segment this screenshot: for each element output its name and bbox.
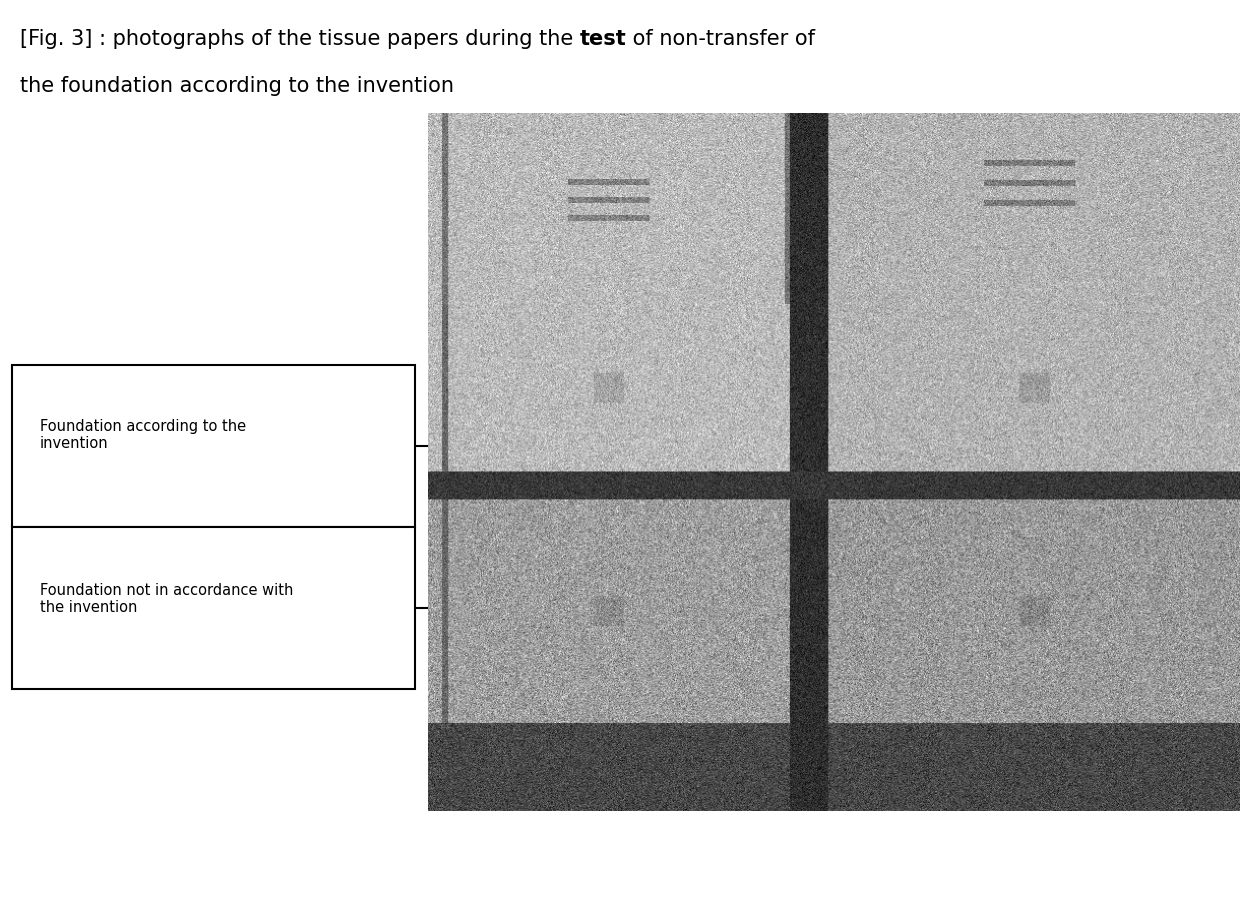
Text: test: test	[580, 29, 626, 49]
Bar	[12, 527, 415, 689]
Text: Foundation according to the
invention: Foundation according to the invention	[40, 419, 246, 451]
Text: the foundation according to the invention: the foundation according to the inventio…	[20, 76, 454, 96]
Text: of non-transfer of: of non-transfer of	[626, 29, 816, 49]
Text: Foundation not in accordance with
the invention: Foundation not in accordance with the in…	[40, 583, 293, 615]
Text: [Fig. 3] : photographs of the tissue papers during the: [Fig. 3] : photographs of the tissue pap…	[20, 29, 580, 49]
Bar	[12, 365, 415, 527]
